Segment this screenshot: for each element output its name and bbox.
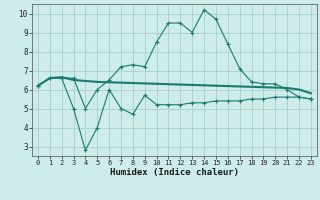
X-axis label: Humidex (Indice chaleur): Humidex (Indice chaleur) <box>110 168 239 177</box>
